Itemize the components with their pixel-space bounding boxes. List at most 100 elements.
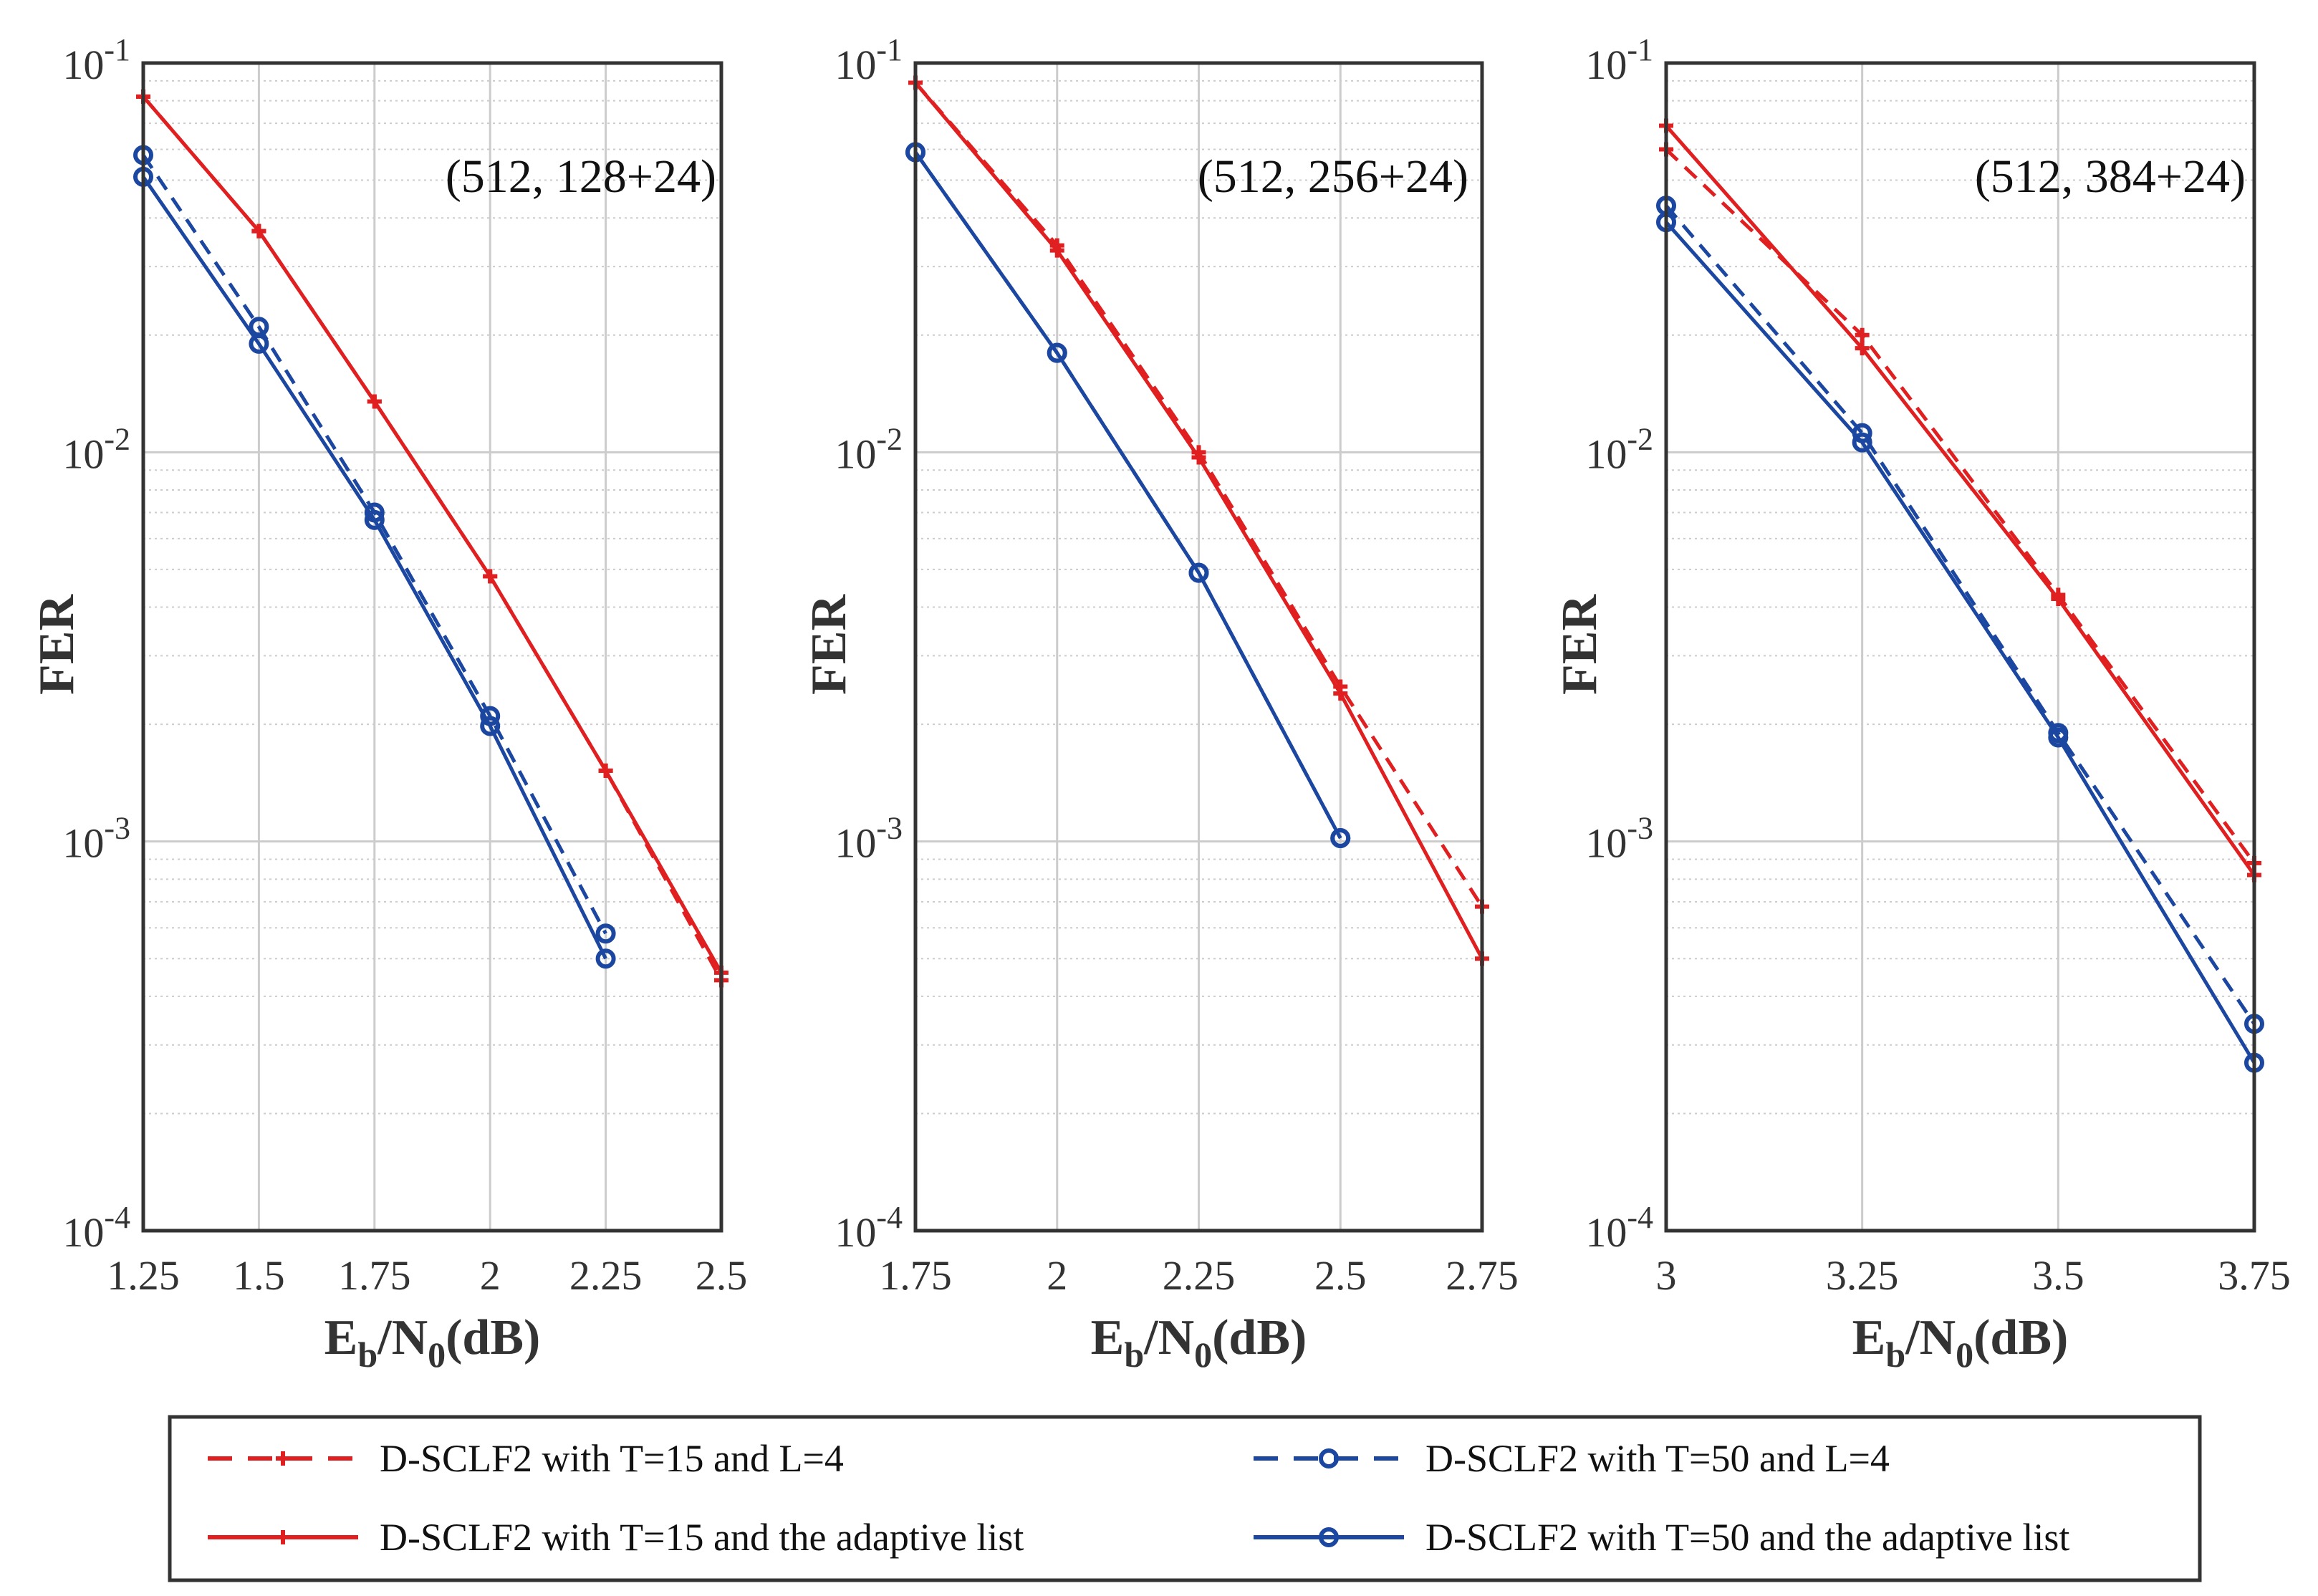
x-tick-label: 2.25	[569, 1252, 643, 1299]
series-line-4	[141, 176, 607, 960]
x-tick-label: 1.5	[233, 1252, 285, 1299]
legend-marker	[1319, 1527, 1339, 1547]
data-point-marker	[480, 716, 501, 736]
x-tick-label: 3.5	[2032, 1252, 2084, 1299]
y-tick-exponent: -1	[104, 32, 130, 67]
data-point-marker	[1333, 686, 1348, 701]
data-point-marker	[483, 569, 498, 584]
x-tick-label: 1.25	[107, 1252, 180, 1299]
chart-panel-1: 10-110-210-310-41.25 1.5 1.75 2 2.25 2.5(512,…	[29, 32, 747, 1375]
x-label-e: E	[1091, 1310, 1125, 1365]
data-point-marker	[2051, 592, 2066, 607]
data-point-marker	[595, 923, 616, 944]
x-label-subscript-0: 0	[428, 1335, 446, 1375]
x-tick-label: 2	[1047, 1252, 1067, 1299]
y-tick-label: 10-3	[1585, 811, 1653, 867]
x-tick-label: 2.25	[1163, 1252, 1236, 1299]
series-line-2	[1665, 124, 2256, 876]
x-tick-label: 3.75	[2218, 1252, 2291, 1299]
data-point-marker	[2048, 727, 2069, 748]
x-label-db: (dB)	[446, 1310, 540, 1365]
y-tick-exponent: -4	[104, 1200, 130, 1235]
y-tick-label: 10-2	[835, 421, 903, 477]
y-tick-base: 10	[835, 42, 876, 88]
legend: D-SCLF2 with T=15 and L=4 D-SCLF2 with T=…	[168, 1415, 2202, 1582]
legend-label: D-SCLF2 with T=50 and the adaptive list	[1425, 1516, 2069, 1559]
x-label-n: /N	[1143, 1310, 1194, 1365]
x-tick-label: 2.75	[1446, 1252, 1519, 1299]
x-tick-label: 3.25	[1826, 1252, 1899, 1299]
y-tick-exponent: -4	[1627, 1200, 1653, 1235]
y-tick-exponent: -1	[876, 32, 903, 67]
series-line-2	[142, 95, 723, 974]
data-point-marker	[364, 509, 385, 530]
y-tick-label: 10-1	[835, 32, 903, 88]
y-tick-label: 10-3	[62, 811, 130, 867]
y-tick-base: 10	[1585, 42, 1627, 88]
y-tick-base: 10	[62, 1209, 104, 1256]
x-axis-label: Eb/N0(dB)	[1852, 1310, 2069, 1375]
x-label-subscript-b: b	[1124, 1335, 1144, 1375]
data-point-marker	[1191, 450, 1206, 465]
y-axis-label: FER	[29, 594, 85, 695]
data-point-marker	[598, 763, 613, 778]
axes-frame	[141, 61, 723, 1233]
data-point-marker	[367, 394, 382, 409]
y-tick-exponent: -3	[1627, 811, 1653, 846]
legend-label: D-SCLF2 with T=50 and L=4	[1425, 1437, 1890, 1480]
y-tick-exponent: -1	[1627, 32, 1653, 67]
data-point-marker	[1049, 243, 1064, 258]
y-tick-label: 10-1	[62, 32, 130, 88]
legend-item: D-SCLF2 with T=50 and the adaptive list	[1254, 1516, 2069, 1559]
y-tick-label: 10-2	[62, 421, 130, 477]
y-tick-base: 10	[1585, 820, 1627, 867]
data-point-marker	[1855, 327, 1870, 342]
x-label-subscript-0: 0	[1194, 1335, 1212, 1375]
y-tick-base: 10	[62, 820, 104, 867]
y-tick-label: 10-1	[1585, 32, 1653, 88]
legend-item: D-SCLF2 with T=15 and L=4	[208, 1437, 844, 1480]
x-label-subscript-0: 0	[1956, 1335, 1973, 1375]
axes-frame	[913, 61, 1484, 1233]
x-tick-label: 2	[480, 1252, 501, 1299]
y-axis-label: FER	[1552, 594, 1607, 695]
x-tick-label: 1.75	[338, 1252, 411, 1299]
x-tick-label: 3	[1656, 1252, 1677, 1299]
data-point-marker	[1047, 342, 1067, 363]
legend-label: D-SCLF2 with T=15 and the adaptive list	[380, 1516, 1024, 1559]
y-tick-base: 10	[62, 431, 104, 477]
data-point-marker	[1852, 432, 1872, 453]
legend-marker	[276, 1451, 290, 1466]
chart-panel-2: 10-110-210-310-41.75 2 2.25 2.5 2.75(512, 25…	[802, 32, 1519, 1375]
series-line-1	[1665, 148, 2256, 865]
legend-marker	[1319, 1448, 1339, 1468]
chart-panel-3: 10-110-210-310-43 3.25 3.5 3.75(512, 384+24…	[1552, 32, 2291, 1375]
series-line-4	[1665, 221, 2256, 1064]
y-tick-exponent: -3	[876, 811, 903, 846]
x-label-db: (dB)	[1973, 1310, 2068, 1365]
x-label-e: E	[324, 1310, 358, 1365]
x-label-subscript-b: b	[357, 1335, 377, 1375]
y-tick-exponent: -2	[104, 421, 130, 456]
y-tick-label: 10-2	[1585, 421, 1653, 477]
y-tick-exponent: -2	[1627, 421, 1653, 456]
data-point-marker	[249, 333, 269, 354]
data-point-marker	[595, 948, 616, 969]
data-point-marker	[1188, 562, 1209, 583]
data-point-marker	[1855, 341, 1870, 356]
y-tick-exponent: -4	[876, 1200, 903, 1235]
x-tick-label: 1.75	[879, 1252, 952, 1299]
x-label-n: /N	[377, 1310, 428, 1365]
series-line-3	[913, 151, 1342, 840]
series-line-4	[913, 151, 1342, 840]
legend-item: D-SCLF2 with T=15 and the adaptive list	[208, 1516, 1024, 1559]
panel-annotation: (512, 256+24)	[1198, 150, 1468, 203]
x-label-db: (dB)	[1212, 1310, 1307, 1365]
panel-annotation: (512, 384+24)	[1975, 150, 2246, 203]
y-tick-label: 10-3	[835, 811, 903, 867]
legend-item: D-SCLF2 with T=50 and L=4	[1254, 1437, 1890, 1480]
y-tick-exponent: -2	[876, 421, 903, 456]
y-tick-base: 10	[835, 820, 876, 867]
axes-frame	[1664, 61, 2256, 1233]
y-tick-label: 10-4	[62, 1200, 130, 1256]
